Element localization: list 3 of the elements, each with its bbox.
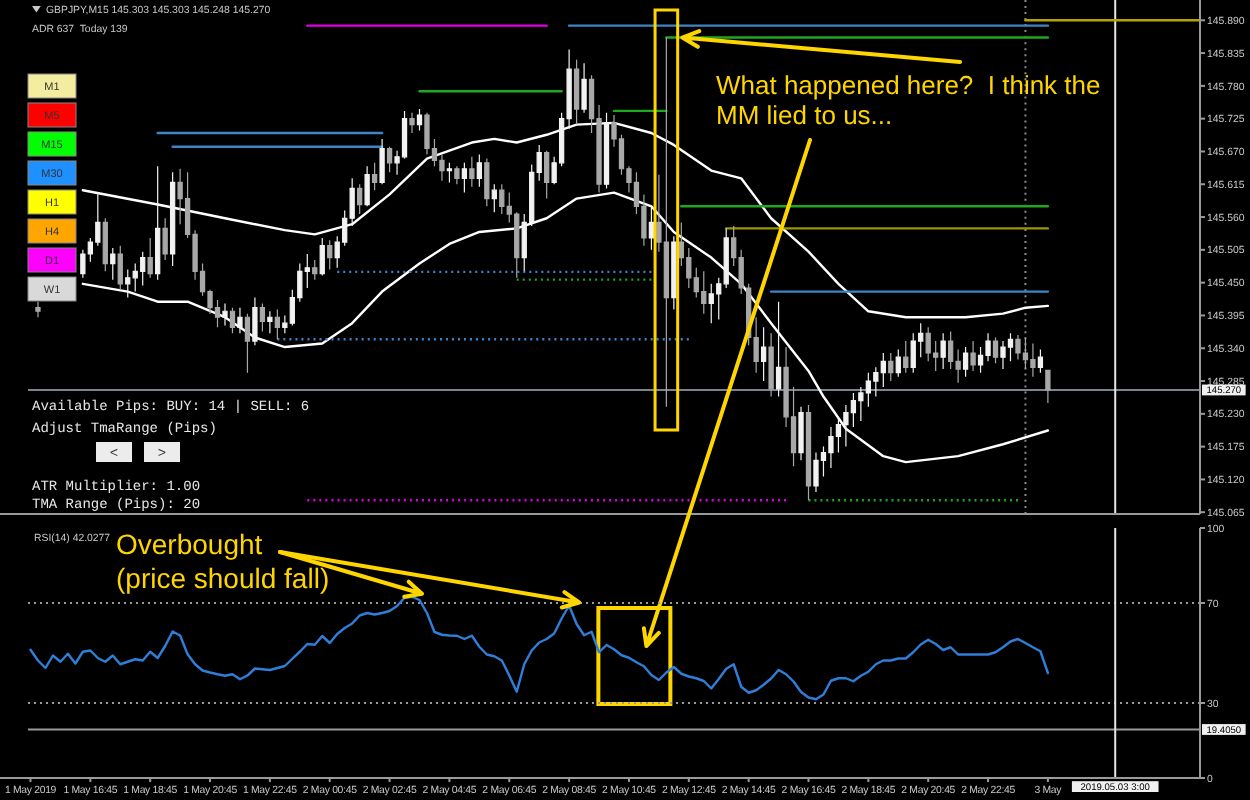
annotation: (price should fall) — [116, 562, 330, 594]
annotation: What happened here? I think the MM lied to us... — [716, 70, 1101, 130]
annotation: Overbought — [116, 528, 263, 560]
